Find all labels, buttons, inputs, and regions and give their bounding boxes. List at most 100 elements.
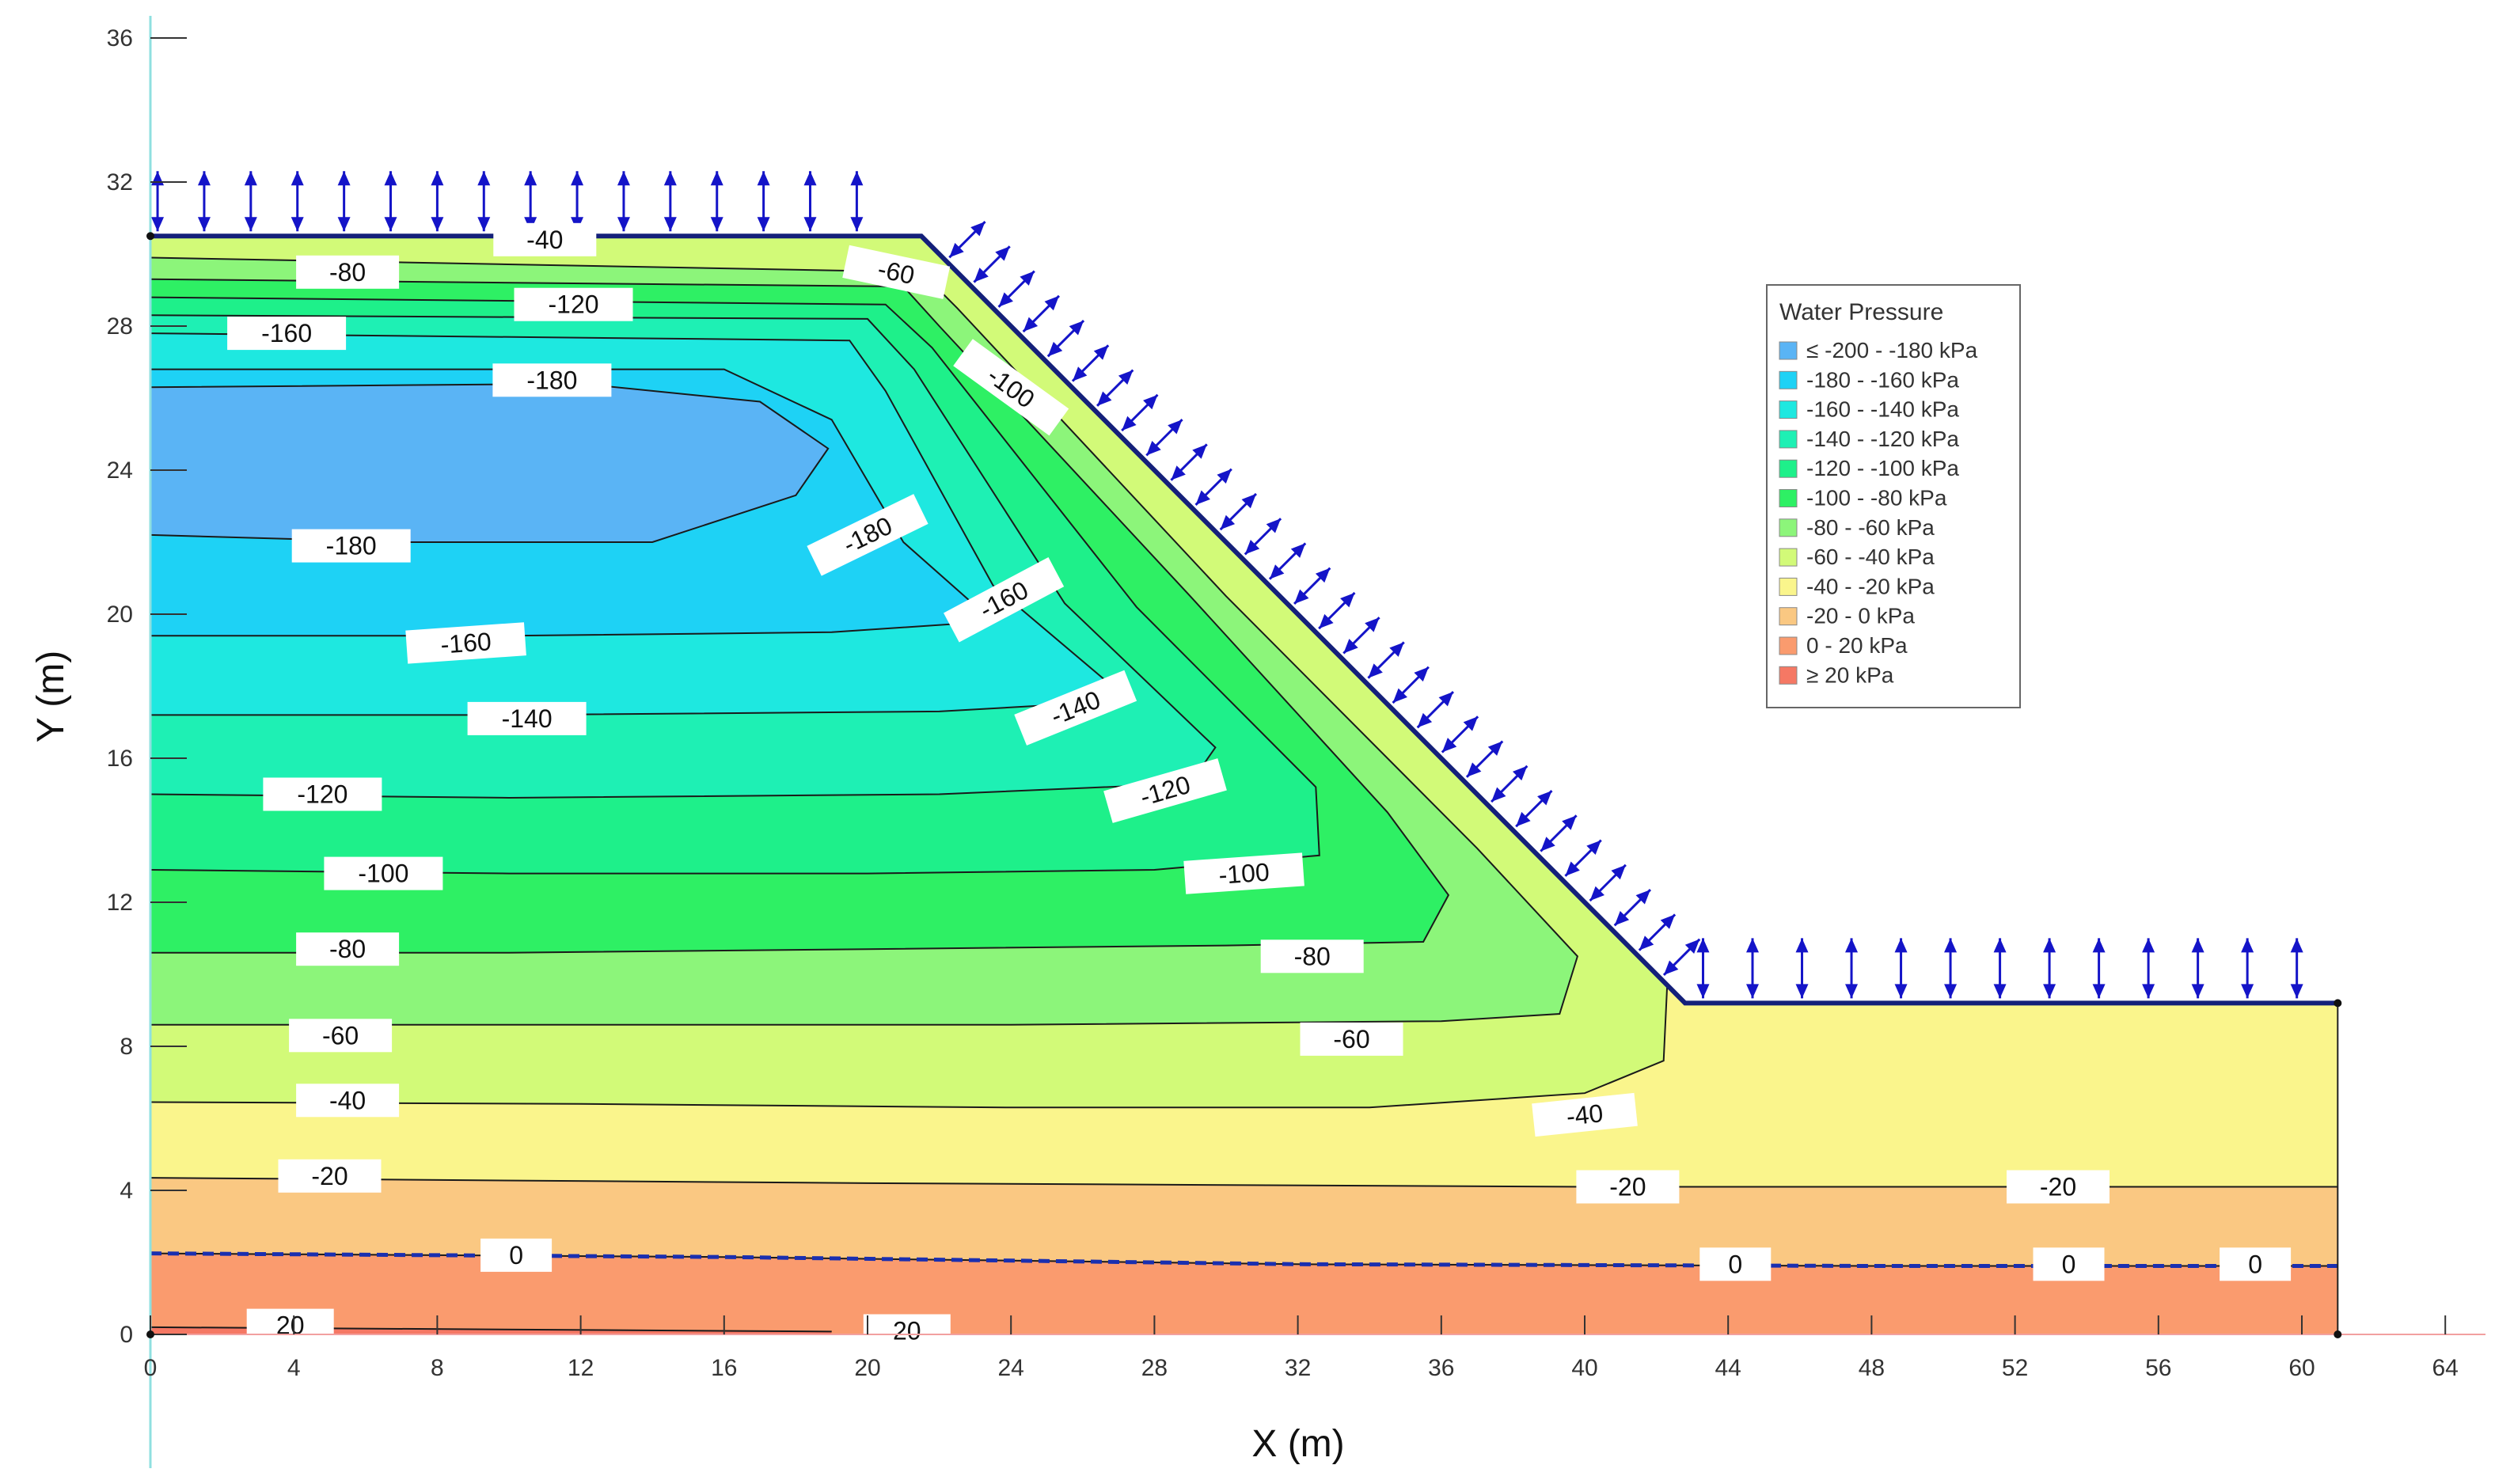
contour-label-text: -100 — [1217, 857, 1270, 889]
contour-label-box — [296, 255, 400, 289]
bc-arrow-48 — [1795, 938, 1809, 999]
contour-label-box — [953, 339, 1069, 436]
legend-swatch-2 — [1779, 400, 1798, 419]
contour-label-22: -40 — [296, 1084, 400, 1118]
contour-label-text: -140 — [502, 704, 553, 733]
contour-label-27: 0 — [1699, 1247, 1772, 1281]
contour-label-31: 20 — [863, 1314, 951, 1348]
bc-arrow-head — [1611, 864, 1626, 880]
bc-arrow-head — [663, 217, 677, 232]
bc-arrow-head — [1466, 762, 1482, 777]
contour-label-text: 0 — [509, 1241, 523, 1270]
contour-label-box — [1576, 1170, 1680, 1204]
bc-arrow-56 — [2191, 938, 2204, 999]
bc-arrow-4 — [337, 171, 351, 232]
bc-arrow-32 — [1342, 617, 1380, 655]
bc-arrow-head — [1944, 984, 1958, 999]
boundary-condition-arrows — [151, 171, 2303, 999]
legend-label-8: -40 - -20 kPa — [1806, 574, 1935, 598]
contour-label-text: -60 — [322, 1021, 359, 1049]
contour-label-box — [1699, 1247, 1772, 1281]
bc-arrow-head — [1696, 938, 1710, 953]
legend-label-10: 0 - 20 kPa — [1806, 633, 1908, 658]
x-tick-label-1: 4 — [287, 1355, 301, 1381]
contour-label-text: 0 — [2248, 1250, 2262, 1278]
bc-arrow-36 — [1441, 715, 1479, 753]
legend-swatch-3 — [1779, 430, 1798, 449]
bc-arrow-head — [757, 171, 770, 186]
contour-label-box — [1300, 1022, 1403, 1056]
contour-line-6 — [150, 296, 1320, 875]
bc-arrow-head — [1993, 938, 2007, 953]
bc-arrow-head — [1097, 391, 1112, 406]
contour-line-9 — [150, 368, 995, 637]
x-tick-label-11: 44 — [1715, 1355, 1741, 1381]
bc-arrow-23 — [1121, 393, 1159, 432]
contour-label-text: 0 — [2062, 1250, 2076, 1278]
contour-line-5 — [150, 278, 1450, 954]
bc-arrow-53 — [2043, 938, 2056, 999]
bc-arrow-head — [337, 171, 351, 186]
contour-label-24: -20 — [2007, 1170, 2110, 1204]
bc-arrow-head — [1491, 787, 1506, 803]
bc-arrow-head — [1589, 886, 1604, 901]
contour-label-box — [480, 1238, 553, 1272]
contour-label-10: -160 — [405, 622, 526, 664]
bc-arrow-head — [337, 217, 351, 232]
bc-arrow-18 — [997, 270, 1035, 308]
bc-arrow-head — [1020, 271, 1035, 286]
contour-label-19: -60 — [1300, 1022, 1403, 1056]
bc-arrow-55 — [2142, 938, 2155, 999]
bc-arrow-51 — [1944, 938, 1958, 999]
bc-arrow-head — [1746, 984, 1760, 999]
bc-arrow-head — [850, 217, 864, 232]
bc-arrow-head — [1441, 738, 1457, 753]
bc-arrow-head — [2043, 938, 2056, 953]
contour-label-text: 20 — [893, 1317, 921, 1345]
bc-arrow-54 — [2092, 938, 2106, 999]
legend-swatch-4 — [1779, 459, 1798, 478]
bc-arrow-head — [1023, 317, 1039, 332]
bc-arrow-head — [1635, 890, 1650, 905]
contour-label-box — [2220, 1247, 2292, 1281]
bc-arrow-33 — [1367, 641, 1405, 679]
bc-arrow-16 — [948, 220, 986, 259]
contour-label-box — [246, 1308, 334, 1342]
contour-label-17: -80 — [1260, 939, 1364, 974]
contour-label-box — [289, 1019, 393, 1053]
contour-line-2 — [150, 1177, 2338, 1188]
bc-arrow-head — [1614, 910, 1630, 926]
contour-label-text: -160 — [261, 319, 312, 347]
y-tick-label-4: 16 — [107, 746, 133, 772]
contour-line-4 — [150, 256, 1579, 1026]
x-tick-label-10: 40 — [1571, 1355, 1597, 1381]
x-tick-label-8: 32 — [1285, 1355, 1311, 1381]
bc-arrow-head — [1315, 567, 1331, 583]
bc-arrow-6 — [431, 171, 444, 232]
bc-arrow-head — [1241, 493, 1256, 509]
contour-label-25: -20 — [278, 1159, 382, 1193]
bc-arrow-50 — [1894, 938, 1908, 999]
contour-label-text: -40 — [1565, 1099, 1604, 1131]
legend-label-0: ≤ -200 - -180 kPa — [1806, 338, 1978, 362]
contour-label-box — [296, 932, 400, 966]
contour-label-15: -100 — [1183, 852, 1304, 894]
x-tick-label-3: 12 — [568, 1355, 594, 1381]
y-tick-label-6: 24 — [107, 457, 133, 484]
bc-arrow-head — [2241, 984, 2254, 999]
x-tick-label-2: 8 — [431, 1355, 444, 1381]
bc-arrow-head — [384, 171, 397, 186]
outline-vertex-2 — [2334, 999, 2342, 1008]
bc-arrow-head — [2191, 984, 2204, 999]
contour-label-box — [944, 557, 1065, 643]
bc-arrow-head — [1340, 592, 1355, 608]
bc-arrow-head — [151, 171, 165, 186]
bc-arrow-head — [431, 171, 444, 186]
contour-label-14: -120 — [263, 777, 382, 811]
bc-arrow-31 — [1318, 591, 1356, 630]
bc-arrow-head — [1414, 666, 1429, 682]
x-axis-title: X (m) — [1251, 1423, 1344, 1465]
bc-arrow-34 — [1392, 666, 1430, 704]
contour-label-box — [467, 701, 587, 735]
bc-arrow-head — [1171, 465, 1186, 480]
